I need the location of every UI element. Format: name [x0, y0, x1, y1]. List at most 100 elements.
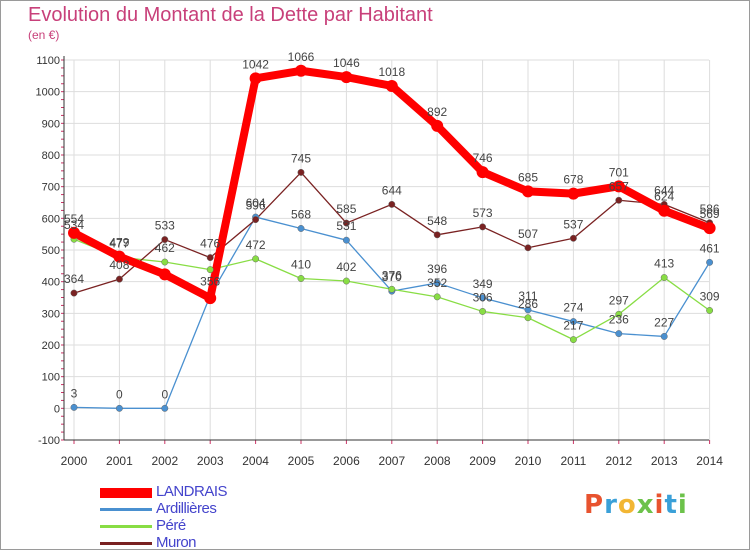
x-tick-label: 2002 [151, 454, 178, 468]
data-point [113, 250, 126, 263]
x-tick-label: 2013 [651, 454, 678, 468]
data-label: 534 [64, 218, 84, 232]
data-label: 462 [155, 241, 175, 255]
data-point [569, 336, 577, 344]
x-tick-label: 2007 [378, 454, 405, 468]
data-label: 678 [563, 173, 583, 187]
chart-title: Evolution du Montant de la Dette par Hab… [28, 4, 433, 26]
data-label: 477 [109, 236, 129, 250]
data-label: 476 [200, 237, 220, 251]
data-point [615, 310, 623, 318]
data-label: 356 [200, 275, 220, 289]
data-label: 236 [609, 313, 629, 327]
data-point [70, 403, 78, 411]
data-point [297, 275, 305, 282]
data-label: 644 [654, 183, 674, 197]
data-label: 479 [109, 236, 129, 250]
data-point [206, 266, 214, 274]
data-point [524, 306, 532, 314]
y-tick-label: 100 [42, 372, 60, 384]
data-label: 657 [609, 179, 629, 193]
data-point [68, 226, 80, 239]
data-point [388, 285, 396, 293]
data-point [433, 231, 441, 239]
data-label: 548 [427, 214, 447, 228]
y-tick-label: -100 [38, 435, 60, 447]
data-point [252, 216, 260, 224]
data-label: 352 [427, 276, 447, 290]
data-point [567, 187, 580, 200]
data-point [706, 307, 714, 314]
axes-layer: -100010020030040050060070080090010001100… [36, 55, 724, 468]
data-label: 604 [246, 196, 266, 210]
data-label: 370 [382, 270, 402, 284]
data-label: 311 [518, 289, 537, 303]
data-label: 644 [382, 183, 402, 197]
y-tick-label: 900 [42, 118, 60, 130]
data-point [249, 72, 262, 85]
chart-unit-label: (en €) [28, 28, 60, 42]
data-point [388, 200, 396, 208]
y-tick-label: 0 [54, 403, 60, 415]
data-label: 306 [473, 290, 493, 304]
data-point [615, 330, 623, 338]
data-label: 349 [473, 277, 493, 291]
proxiti-logo: Proxiti [584, 490, 688, 520]
data-label: 585 [336, 202, 356, 216]
data-point [206, 254, 214, 262]
data-point [658, 204, 671, 217]
data-label: 3 [71, 386, 78, 400]
data-point [433, 279, 441, 287]
x-tick-label: 2011 [560, 454, 586, 468]
data-label: 217 [563, 319, 583, 333]
data-point [161, 236, 169, 244]
data-point [706, 258, 714, 266]
data-label: 586 [700, 202, 720, 216]
data-point [569, 234, 577, 242]
data-point [433, 293, 441, 301]
x-tick-label: 2005 [288, 454, 315, 468]
data-label: 309 [700, 289, 720, 303]
y-tick-label: 500 [42, 245, 60, 257]
data-point [342, 277, 350, 285]
data-label: 701 [609, 165, 629, 179]
data-label: 364 [64, 272, 84, 286]
x-tick-label: 2009 [469, 454, 496, 468]
data-label: 1066 [288, 50, 315, 64]
data-label: 413 [654, 257, 674, 271]
data-point [524, 244, 532, 252]
data-label: 1042 [242, 57, 269, 71]
data-point [660, 333, 668, 340]
y-tick-label: 300 [42, 308, 60, 320]
x-tick-label: 2001 [106, 454, 133, 468]
x-tick-label: 2006 [333, 454, 360, 468]
data-point [479, 294, 487, 302]
legend-swatch [100, 525, 152, 528]
data-label: 274 [563, 301, 583, 315]
x-tick-label: 2012 [605, 454, 632, 468]
data-label: 1018 [378, 65, 405, 79]
y-tick-label: 1000 [36, 87, 60, 99]
data-point [615, 196, 623, 204]
data-label: 507 [518, 227, 538, 241]
x-tick-label: 2014 [696, 454, 723, 468]
data-label: 472 [246, 238, 266, 252]
data-label: 746 [473, 151, 493, 165]
data-label: 408 [109, 258, 129, 272]
legend-swatch [100, 508, 152, 511]
legend-swatch [100, 488, 152, 498]
data-point [479, 307, 487, 315]
data-label: 569 [700, 207, 720, 221]
data-point [476, 166, 489, 179]
legend-label: Muron [156, 534, 197, 551]
data-point [161, 258, 169, 266]
y-tick-label: 1100 [36, 55, 60, 67]
data-labels-layer: 554 479 1042 1066 1046 1018 892 746 685 678 701 624… [64, 50, 720, 402]
data-point [161, 404, 169, 412]
data-point [252, 255, 260, 263]
data-point [612, 180, 625, 193]
x-tick-label: 2004 [242, 454, 269, 468]
data-label: 286 [518, 297, 538, 311]
data-point [204, 292, 217, 305]
